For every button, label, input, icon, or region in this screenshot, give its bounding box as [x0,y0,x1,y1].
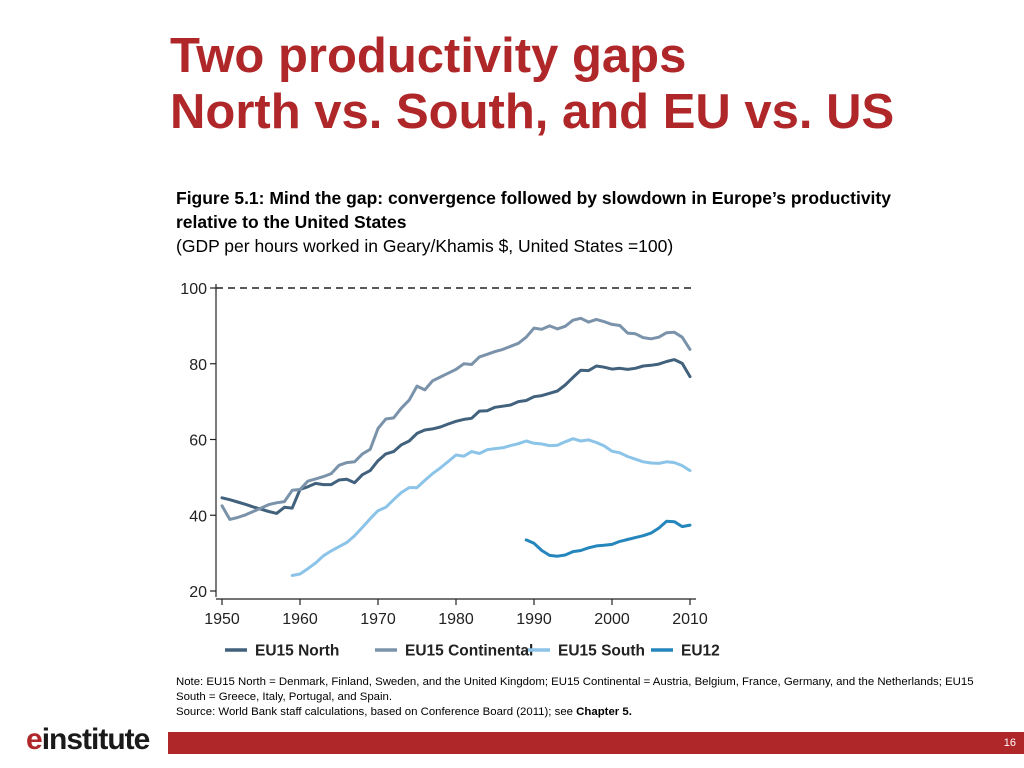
figure-note: Note: EU15 North = Denmark, Finland, Swe… [176,675,976,720]
source-text: Source: World Bank staff calculations, b… [176,706,577,718]
slide-title-line2: North vs. South, and EU vs. US [170,85,895,139]
logo-e-letter: e [26,723,43,756]
y-tick-label-100: 100 [180,281,207,298]
note-text: Note: EU15 North = Denmark, Finland, Swe… [176,676,974,703]
x-tick-label-1960: 1960 [282,611,318,628]
x-tick-label-1970: 1970 [360,611,396,628]
source-line: Source: World Bank staff calculations, b… [176,705,976,720]
series-line-eu15-south [290,437,692,577]
y-tick-label-60: 60 [189,433,207,450]
x-tick-label-2000: 2000 [594,611,630,628]
legend-label-eu15-continental: EU15 Continental [405,643,533,660]
y-tick-label-20: 20 [189,584,207,601]
footer-bar: 16 [168,732,1024,754]
einstitute-logo: einstitute [26,722,151,758]
figure-title: Figure 5.1: Mind the gap: convergence fo… [176,188,891,232]
x-tick-label-2010: 2010 [672,611,708,628]
series-line-eu12 [524,519,692,558]
page-number: 16 [1003,737,1016,749]
legend-label-eu15-south: EU15 South [558,643,645,660]
chart-legend: EU15 North EU15 Continental EU15 South EU12 [225,643,720,660]
y-tick-label-40: 40 [189,508,207,525]
slide-title: Two productivity gaps North vs. South, a… [170,28,894,140]
legend-label-eu12: EU12 [681,643,720,660]
figure-subtitle: (GDP per hours worked in Geary/Khamis $,… [176,236,674,256]
series-line-eu15-continental [220,316,692,521]
source-chapter-link[interactable]: Chapter 5. [576,706,632,718]
chart-axes: 20 40 60 80 100 1950 1960 1970 1980 1990 2000 2010 [180,281,708,628]
legend-label-eu15-north: EU15 North [255,643,339,660]
x-tick-label-1950: 1950 [204,611,240,628]
y-tick-label-80: 80 [189,357,207,374]
slide-title-line1: Two productivity gaps [170,29,687,83]
chart-plot-area [216,287,696,577]
figure-caption: Figure 5.1: Mind the gap: convergence fo… [176,186,956,258]
logo-wordmark: institute [41,723,151,756]
x-tick-label-1980: 1980 [438,611,474,628]
x-tick-label-1990: 1990 [516,611,552,628]
